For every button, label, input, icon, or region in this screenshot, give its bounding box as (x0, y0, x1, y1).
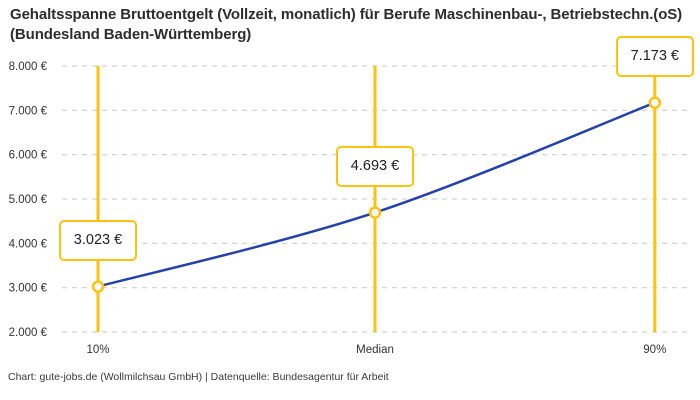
y-axis-tick-label: 4.000 € (9, 238, 48, 250)
data-point-marker (368, 206, 382, 219)
x-axis-tick-label: Median (356, 344, 394, 356)
y-axis-tick-label: 8.000 € (9, 61, 48, 73)
value-label-box: 3.023 € (58, 219, 137, 261)
data-point-marker (91, 280, 105, 293)
y-axis-tick-label: 5.000 € (9, 194, 48, 206)
y-axis-tick-label: 7.000 € (9, 105, 48, 117)
chart-footer: Chart: gute-jobs.de (Wollmilchsau GmbH) … (8, 371, 389, 383)
value-label-box: 7.173 € (615, 35, 694, 77)
chart-title: Gehaltsspanne Bruttoentgelt (Vollzeit, m… (10, 6, 683, 43)
y-axis-tick-label: 3.000 € (9, 283, 48, 295)
y-axis-tick-label: 6.000 € (9, 150, 48, 162)
y-axis-tick-label: 2.000 € (9, 327, 48, 339)
value-label-box: 4.693 € (336, 145, 414, 187)
data-point-marker (648, 96, 662, 109)
x-axis-tick-label: 10% (86, 344, 109, 356)
x-axis-tick-label: 90% (643, 344, 666, 356)
